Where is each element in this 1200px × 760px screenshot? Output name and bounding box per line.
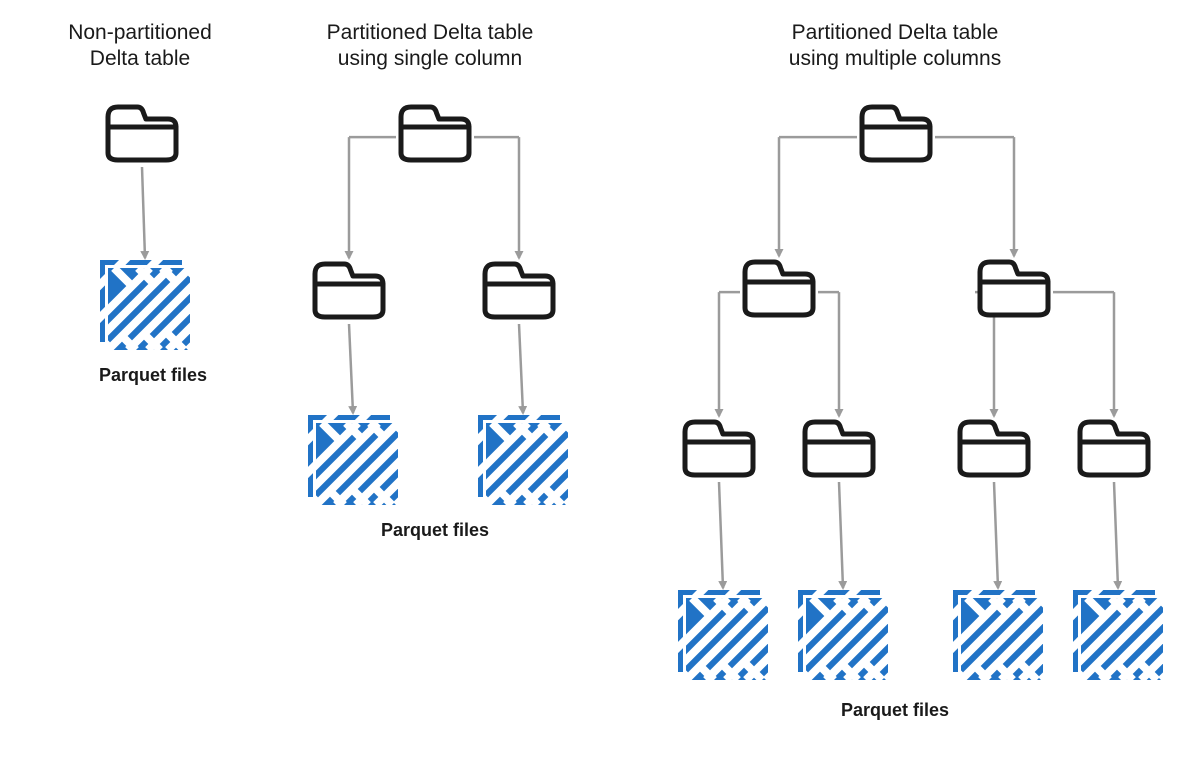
multi-title: Partitioned Delta table using multiple c… bbox=[765, 20, 1025, 73]
folder-icon bbox=[103, 103, 181, 165]
nonpart-caption: Parquet files bbox=[88, 365, 218, 386]
folder-icon bbox=[480, 260, 558, 322]
parquet-icon bbox=[100, 260, 190, 350]
multi-caption: Parquet files bbox=[830, 700, 960, 721]
multi-title-line2: using multiple columns bbox=[789, 47, 1001, 70]
folder-icon bbox=[975, 258, 1053, 320]
parquet-icon bbox=[1073, 590, 1163, 680]
parquet-icon bbox=[798, 590, 888, 680]
nonpart-title-line2: Delta table bbox=[90, 47, 190, 70]
folder-icon bbox=[740, 258, 818, 320]
single-caption: Parquet files bbox=[370, 520, 500, 541]
nonpart-title: Non-partitioned Delta table bbox=[10, 20, 270, 73]
multi-title-line1: Partitioned Delta table bbox=[792, 21, 999, 44]
parquet-icon bbox=[953, 590, 1043, 680]
nonpart-title-line1: Non-partitioned bbox=[68, 21, 212, 44]
single-title-line1: Partitioned Delta table bbox=[327, 21, 534, 44]
single-title: Partitioned Delta table using single col… bbox=[300, 20, 560, 73]
folder-icon bbox=[857, 103, 935, 165]
folder-icon bbox=[396, 103, 474, 165]
parquet-icon bbox=[478, 415, 568, 505]
folder-icon bbox=[1075, 418, 1153, 480]
parquet-icon bbox=[308, 415, 398, 505]
diagram-canvas: Non-partitioned Delta table Parquet file… bbox=[0, 0, 1200, 760]
folder-icon bbox=[310, 260, 388, 322]
parquet-icon bbox=[678, 590, 768, 680]
single-title-line2: using single column bbox=[338, 47, 522, 70]
folder-icon bbox=[800, 418, 878, 480]
folder-icon bbox=[955, 418, 1033, 480]
folder-icon bbox=[680, 418, 758, 480]
